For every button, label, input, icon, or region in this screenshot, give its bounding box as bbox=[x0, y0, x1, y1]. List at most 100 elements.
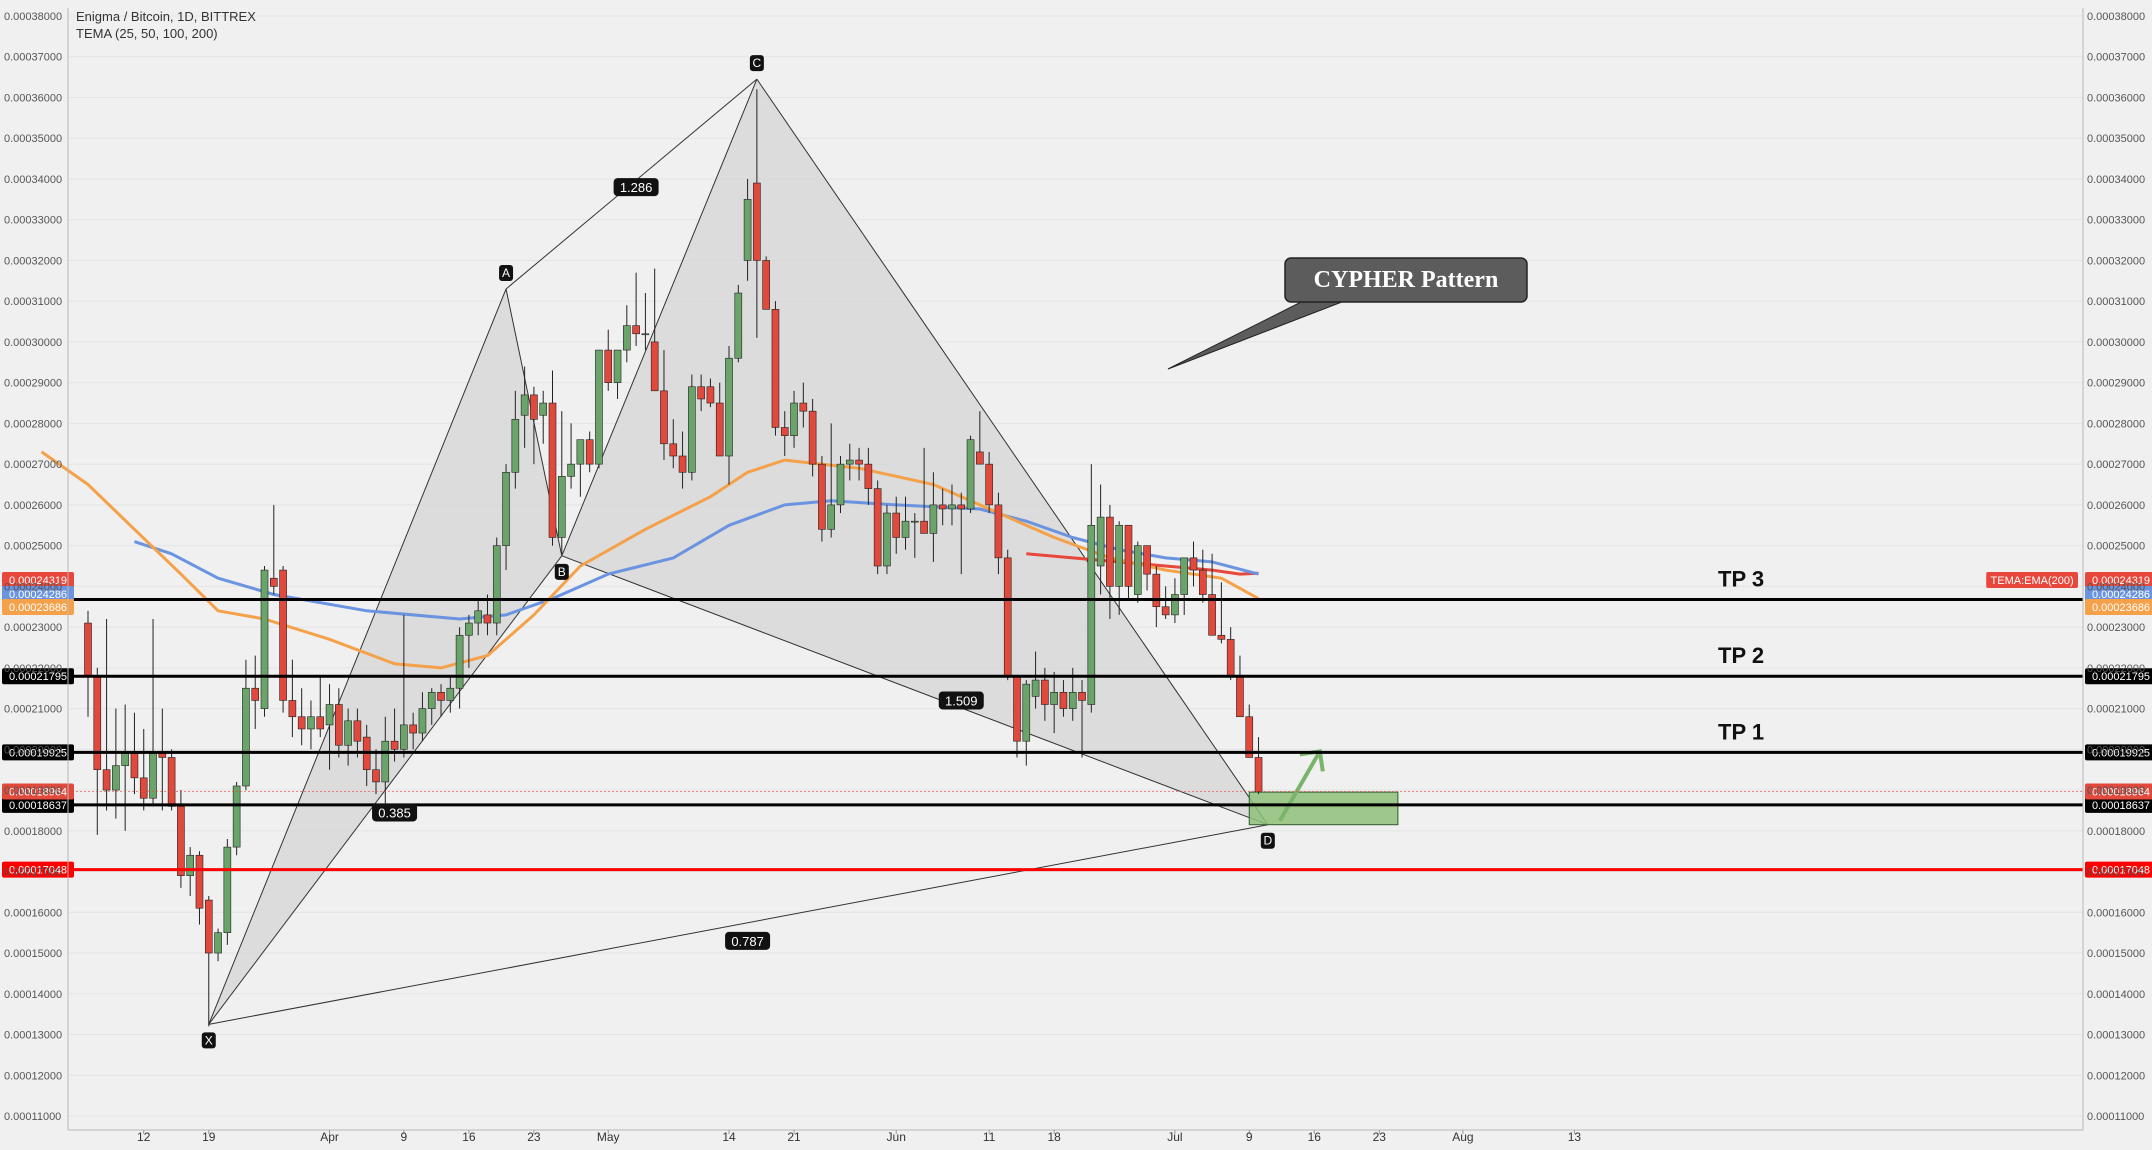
candle[interactable] bbox=[492, 537, 501, 636]
candle[interactable] bbox=[548, 370, 557, 546]
candle[interactable] bbox=[102, 618, 111, 811]
candle[interactable] bbox=[1031, 651, 1040, 709]
candle[interactable] bbox=[427, 688, 436, 725]
candle[interactable] bbox=[446, 676, 455, 713]
candle[interactable] bbox=[288, 659, 297, 738]
candle[interactable] bbox=[1096, 484, 1105, 595]
candle[interactable] bbox=[836, 456, 845, 514]
candle[interactable] bbox=[883, 504, 891, 575]
candle[interactable] bbox=[465, 614, 473, 668]
candle[interactable] bbox=[892, 496, 901, 554]
candle[interactable] bbox=[344, 708, 352, 766]
candle[interactable] bbox=[827, 423, 836, 538]
candle[interactable] bbox=[864, 447, 873, 505]
candle[interactable] bbox=[1189, 541, 1198, 587]
candle[interactable] bbox=[743, 178, 752, 281]
candle[interactable] bbox=[780, 411, 789, 456]
candle[interactable] bbox=[911, 513, 919, 558]
candle[interactable] bbox=[557, 411, 566, 554]
candle[interactable] bbox=[139, 728, 148, 811]
candle[interactable] bbox=[1087, 464, 1096, 713]
candle[interactable] bbox=[251, 655, 260, 729]
candle[interactable] bbox=[734, 284, 743, 363]
candle[interactable] bbox=[1133, 541, 1142, 603]
candle[interactable] bbox=[1245, 704, 1254, 758]
candle[interactable] bbox=[1199, 549, 1207, 603]
candle[interactable] bbox=[948, 484, 956, 526]
candle[interactable] bbox=[669, 419, 678, 469]
candle[interactable] bbox=[595, 349, 603, 469]
candle[interactable] bbox=[232, 781, 241, 856]
candle[interactable] bbox=[818, 456, 826, 542]
candle[interactable] bbox=[929, 472, 938, 562]
candle[interactable] bbox=[688, 374, 696, 481]
candle[interactable] bbox=[1143, 545, 1151, 591]
candle[interactable] bbox=[1003, 549, 1012, 681]
candle[interactable] bbox=[1254, 737, 1263, 795]
candle[interactable] bbox=[660, 350, 668, 461]
candle[interactable] bbox=[372, 749, 380, 795]
candle[interactable] bbox=[957, 492, 966, 575]
candle[interactable] bbox=[186, 847, 194, 896]
candle[interactable] bbox=[539, 390, 548, 444]
candle[interactable] bbox=[474, 598, 482, 636]
candle[interactable] bbox=[316, 676, 325, 738]
candle[interactable] bbox=[613, 349, 622, 399]
candle[interactable] bbox=[409, 712, 417, 750]
candle[interactable] bbox=[167, 749, 176, 811]
candle[interactable] bbox=[195, 851, 204, 925]
candle[interactable] bbox=[530, 386, 538, 465]
candle[interactable] bbox=[223, 838, 232, 945]
candle[interactable] bbox=[641, 293, 650, 351]
candle[interactable] bbox=[260, 566, 269, 717]
candle[interactable] bbox=[353, 708, 362, 758]
candle[interactable] bbox=[520, 366, 529, 448]
candle[interactable] bbox=[753, 89, 761, 338]
candle[interactable] bbox=[706, 378, 715, 408]
candle[interactable] bbox=[437, 684, 445, 717]
candle[interactable] bbox=[455, 627, 464, 709]
candle[interactable] bbox=[483, 594, 492, 636]
candle[interactable] bbox=[1208, 553, 1216, 636]
candle[interactable] bbox=[297, 688, 306, 746]
candle[interactable] bbox=[1161, 586, 1170, 619]
candle[interactable] bbox=[1124, 524, 1133, 599]
candle[interactable] bbox=[725, 346, 733, 485]
candle[interactable] bbox=[762, 256, 770, 310]
candle[interactable] bbox=[511, 390, 520, 489]
candle[interactable] bbox=[177, 790, 185, 888]
candle[interactable] bbox=[502, 464, 510, 571]
candle[interactable] bbox=[307, 700, 315, 750]
candle[interactable] bbox=[1059, 680, 1068, 717]
candle[interactable] bbox=[855, 447, 863, 481]
candle[interactable] bbox=[1078, 680, 1086, 758]
candle[interactable] bbox=[715, 382, 724, 457]
candle[interactable] bbox=[214, 928, 222, 962]
candle[interactable] bbox=[650, 268, 659, 392]
candle[interactable] bbox=[790, 390, 798, 448]
candle[interactable] bbox=[985, 451, 993, 514]
candle[interactable] bbox=[585, 431, 594, 473]
candle[interactable] bbox=[845, 443, 854, 481]
candle[interactable] bbox=[335, 688, 343, 758]
candle[interactable] bbox=[325, 684, 334, 770]
candle[interactable] bbox=[678, 431, 687, 489]
candle[interactable] bbox=[1180, 557, 1189, 615]
candle[interactable] bbox=[994, 492, 1003, 575]
candle[interactable] bbox=[873, 480, 882, 575]
candle[interactable] bbox=[623, 305, 631, 363]
candle[interactable] bbox=[771, 301, 780, 436]
candle[interactable] bbox=[279, 566, 287, 713]
candle[interactable] bbox=[799, 382, 808, 428]
candle[interactable] bbox=[567, 423, 575, 489]
candle[interactable] bbox=[697, 374, 705, 412]
candle[interactable] bbox=[112, 708, 120, 819]
candle[interactable] bbox=[808, 398, 817, 477]
candle[interactable] bbox=[204, 896, 213, 1027]
candle[interactable] bbox=[400, 614, 408, 758]
candle[interactable] bbox=[920, 447, 928, 534]
candle[interactable] bbox=[576, 439, 585, 497]
candle[interactable] bbox=[1050, 671, 1058, 734]
